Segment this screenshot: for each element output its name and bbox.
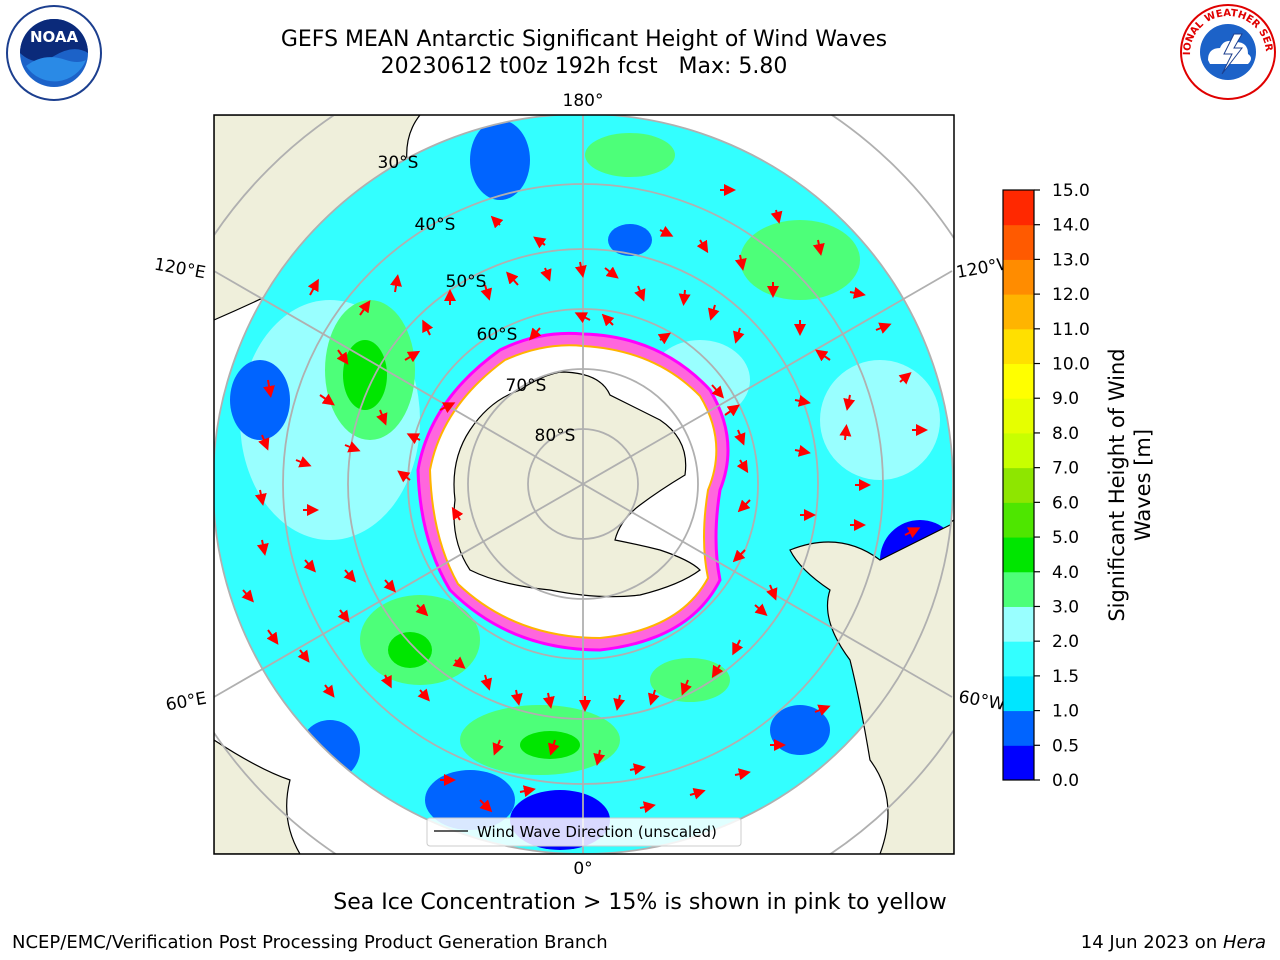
colorbar-segment	[1003, 432, 1034, 469]
colorbar-tick-label: 9.0	[1052, 389, 1079, 409]
colorbar-tick-label: 11.0	[1052, 320, 1090, 340]
colorbar-label-line2: Waves [m]	[1131, 429, 1155, 541]
sea-ice-note: Sea Ice Concentration > 15% is shown in …	[333, 890, 947, 915]
colorbar-tick-label: 8.0	[1052, 424, 1079, 444]
colorbar: 0.0 0.5 1.0 1.5 2.0 3.0 4.0 5.0 6.0 7.0 8.0 9.0 10.0…	[1002, 181, 1155, 791]
colorbar-segment	[1003, 259, 1034, 295]
colorbar-tick-label: 15.0	[1052, 181, 1090, 201]
colorbar-label-line1: Significant Height of Wind	[1105, 348, 1129, 621]
colorbar-segment	[1003, 224, 1034, 260]
colorbar-segment	[1003, 294, 1034, 330]
colorbar-tick-label: 5.0	[1052, 528, 1079, 548]
colorbar-tick-label: 3.0	[1052, 597, 1079, 617]
colorbar-tick-label: 4.0	[1052, 563, 1079, 583]
colorbar-tick-label: 1.5	[1052, 667, 1079, 687]
noaa-logo: NOAA	[6, 5, 102, 101]
colorbar-segment	[1003, 363, 1034, 399]
colorbar-tick-label: 7.0	[1052, 459, 1079, 479]
date-text: 14 Jun 2023 on Hera	[1081, 932, 1266, 953]
lon-label-120e: 120°E	[153, 255, 207, 284]
colorbar-tick-label: 10.0	[1052, 355, 1090, 375]
map-legend: Wind Wave Direction (unscaled)	[426, 817, 742, 847]
colorbar-tick-label: 0.0	[1052, 771, 1079, 791]
credit-text: NCEP/EMC/Verification Post Processing Pr…	[12, 932, 608, 953]
colorbar-segment	[1003, 606, 1034, 642]
colorbar-segment	[1003, 328, 1034, 365]
colorbar-tick-label: 2.0	[1052, 632, 1079, 652]
colorbar-segment	[1003, 467, 1034, 503]
chart-title: GEFS MEAN Antarctic Significant Height o…	[280, 27, 888, 52]
colorbar-segment	[1003, 571, 1034, 607]
date-machine: Hera	[1222, 932, 1266, 953]
colorbar-segment	[1003, 745, 1034, 781]
colorbar-segment	[1003, 398, 1034, 434]
colorbar-segment	[1003, 641, 1034, 677]
national-weather-service-logo: NATIONAL WEATHER SERVICE	[1178, 2, 1276, 100]
colorbar-segment	[1003, 710, 1034, 746]
lat-label-50s: 50°S	[446, 272, 487, 292]
lat-label-30s: 30°S	[378, 153, 419, 173]
colorbar-tick-label: 6.0	[1052, 493, 1079, 513]
antarctica-land	[453, 371, 701, 598]
colorbar-segment	[1003, 537, 1034, 573]
date-prefix: 14 Jun 2023 on	[1080, 932, 1223, 953]
lat-label-40s: 40°S	[415, 215, 456, 235]
colorbar-segment	[1003, 675, 1034, 712]
lon-label-60e: 60°E	[164, 689, 208, 716]
lon-label-180: 180°	[563, 91, 604, 111]
colorbar-segment	[1003, 502, 1034, 538]
africa-land	[214, 739, 301, 854]
colorbar-tick-label: 14.0	[1052, 216, 1090, 236]
colorbar-tick-label: 1.0	[1052, 702, 1079, 722]
lat-label-70s: 70°S	[506, 376, 547, 396]
colorbar-tick-label: 13.0	[1052, 250, 1090, 270]
lon-label-0: 0°	[573, 859, 592, 879]
colorbar-tick-label: 0.5	[1052, 736, 1079, 756]
chart-subtitle: 20230612 t00z 192h fcst Max: 5.80	[380, 54, 788, 79]
legend-label: Wind Wave Direction (unscaled)	[477, 823, 717, 841]
wind-wave-arrows	[241, 184, 928, 814]
lat-label-60s: 60°S	[477, 325, 518, 345]
lat-label-80s: 80°S	[535, 426, 576, 446]
noaa-logo-text: NOAA	[30, 28, 79, 46]
colorbar-segment	[1003, 190, 1034, 226]
colorbar-tick-label: 12.0	[1052, 285, 1090, 305]
